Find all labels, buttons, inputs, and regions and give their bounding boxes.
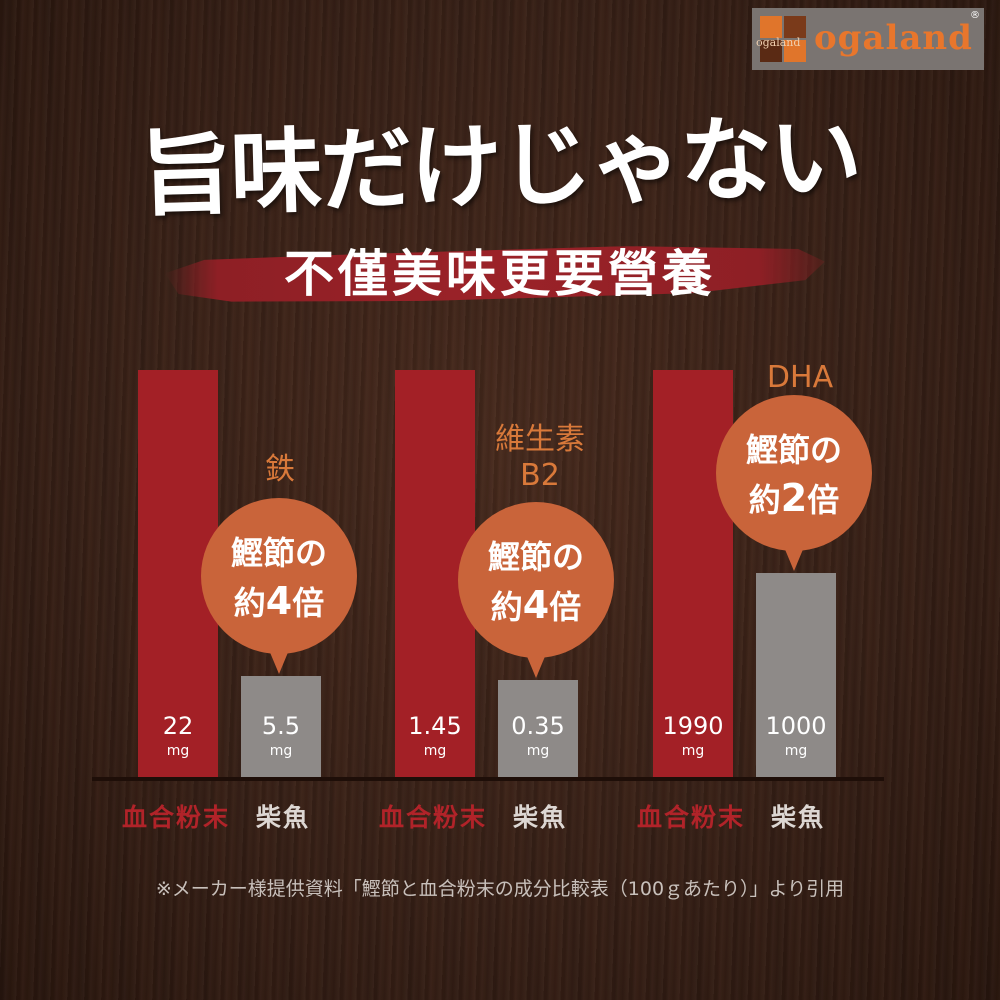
bar-katsuobushi: 0.35 mg [498, 680, 578, 778]
bar-value-label: 0.35 [511, 712, 565, 740]
bar-blood-powder: 1990 mg [653, 370, 733, 778]
bar-value-label: 5.5 [261, 712, 301, 740]
comparison-line1: 鰹節の [745, 431, 842, 469]
bar-unit-label: mg [269, 743, 293, 759]
comparison-prefix: 約 [490, 588, 523, 626]
logo-small-text: ogaland [756, 36, 801, 49]
comparison-prefix: 約 [748, 481, 781, 519]
comparison-multiplier: 4 [265, 579, 293, 623]
category-label: 柴魚 [512, 803, 567, 832]
nutrient-label: 鉄 [265, 452, 295, 487]
comparison-suffix: 倍 [549, 588, 582, 626]
category-label: 柴魚 [255, 803, 310, 832]
comparison-prefix: 約 [233, 584, 266, 622]
comparison-bubble: 鰹節の約4倍 [201, 498, 357, 674]
category-label: 血合粉末 [378, 803, 487, 832]
bar-unit-label: mg [784, 743, 808, 759]
comparison-suffix: 倍 [807, 481, 840, 519]
comparison-bubble: 鰹節の約4倍 [458, 502, 614, 678]
footnote: ※メーカー様提供資料「鰹節と血合粉末の成分比較表（100ｇあたり）」より引用 [155, 878, 845, 900]
comparison-line2: 約2倍 [716, 475, 872, 521]
bar-unit-label: mg [166, 743, 190, 759]
bar-value-label: 1.45 [408, 712, 462, 740]
comparison-multiplier: 2 [780, 476, 808, 520]
comparison-bubble: 鰹節の約2倍 [716, 395, 872, 571]
category-label: 柴魚 [770, 803, 825, 832]
comparison-multiplier: 4 [522, 583, 550, 627]
bar-value-label: 22 [162, 712, 194, 740]
bar-unit-label: mg [423, 743, 447, 759]
page-title: 旨味だけじゃない [138, 102, 862, 230]
comparison-line1: 鰹節の [487, 538, 584, 576]
logo-text: ogaland [814, 18, 973, 58]
bar-unit-label: mg [681, 743, 705, 759]
comparison-suffix: 倍 [292, 584, 325, 622]
comparison-line1: 鰹節の [230, 534, 327, 572]
category-label: 血合粉末 [121, 803, 230, 832]
comparison-line2: 約4倍 [458, 582, 614, 628]
nutrient-label: DHA [766, 360, 834, 395]
bar-unit-label: mg [526, 743, 550, 759]
bar-value-label: 1000 [765, 712, 827, 740]
bar-katsuobushi: 5.5 mg [241, 676, 321, 778]
chart-baseline [92, 777, 884, 781]
bar-katsuobushi: 1000 mg [756, 573, 836, 778]
category-label: 血合粉末 [636, 803, 745, 832]
nutrient-label: 維生素 B2 [495, 422, 585, 493]
page-subtitle: 不僅美味更要營養 [284, 245, 716, 303]
bar-value-label: 1990 [662, 712, 724, 740]
logo-squares-icon [760, 16, 820, 62]
logo-registered-mark: ® [970, 10, 980, 21]
comparison-line2: 約4倍 [201, 578, 357, 624]
brand-logo: ogaland ogaland ® [752, 8, 984, 70]
